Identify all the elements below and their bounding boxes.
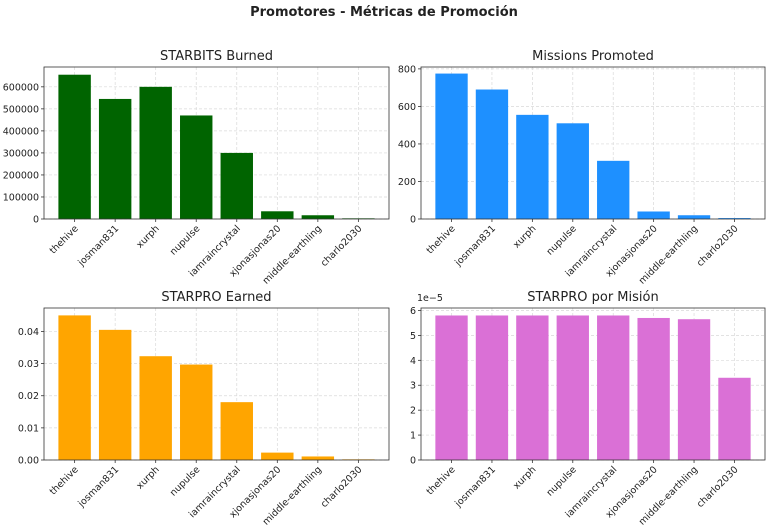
bar-nupulse — [556, 123, 589, 219]
x-tick-label: nupulse — [168, 464, 202, 498]
bar-josman831 — [475, 315, 509, 460]
y-tick-label: 600 — [398, 102, 416, 113]
y-tick-label: 0 — [33, 215, 39, 226]
bar-nupulse — [180, 364, 213, 460]
x-tick-label: nupulse — [545, 223, 579, 257]
bar-xjonasjonas20 — [261, 211, 294, 219]
bar-iamraincrystal — [220, 402, 253, 460]
y-tick-label: 5 — [410, 331, 416, 342]
plot-frame — [420, 66, 766, 220]
bar-thehive — [435, 315, 468, 460]
bar-thehive — [58, 315, 91, 460]
y-tick-label: 0 — [410, 215, 416, 226]
chart-panel-1: STARBITS Burned 0 100000 200000 300000 400000… — [3, 49, 390, 287]
y-tick-label: 400 — [398, 139, 416, 150]
bar-iamraincrystal — [597, 160, 630, 219]
y-tick-label: 200 — [398, 177, 416, 188]
y-tick-label: 0.02 — [18, 391, 39, 402]
bar-iamraincrystal — [597, 315, 630, 460]
x-tick-label: nupulse — [168, 223, 202, 257]
x-tick-label: thehive — [48, 464, 81, 497]
x-tick-label: thehive — [425, 223, 458, 256]
bar-xurph — [139, 86, 172, 220]
bar-josman831 — [475, 89, 509, 219]
bar-xjonasjonas20 — [261, 452, 294, 460]
bar-middle-earthling — [301, 456, 335, 460]
chart-panel-2: Missions Promoted 0 200 400 600 800 thehivejos… — [398, 49, 766, 287]
chart-title: STARPRO por Misión — [527, 290, 658, 305]
x-tick-label: charlo2030 — [319, 464, 365, 510]
bar-middle-earthling — [677, 319, 711, 460]
y-tick-label: 500000 — [3, 104, 39, 115]
x-tick-label: thehive — [48, 223, 81, 256]
chart-title: STARPRO Earned — [161, 290, 271, 305]
x-tick-label: xurph — [135, 223, 162, 250]
x-tick-label: xurph — [511, 223, 538, 250]
y-tick-label: 0.03 — [18, 359, 39, 370]
y-tick-label: 6 — [410, 306, 416, 317]
x-tick-label: charlo2030 — [695, 223, 741, 269]
bar-xurph — [516, 315, 549, 460]
y-tick-label: 0.04 — [18, 327, 39, 338]
bar-nupulse — [556, 315, 589, 460]
x-tick-label: charlo2030 — [319, 223, 365, 269]
bar-thehive — [58, 74, 91, 219]
bar-xurph — [139, 356, 172, 460]
y-tick-label: 100000 — [3, 192, 39, 203]
plot-frame — [420, 307, 766, 461]
axis-offset-label: 1e−5 — [417, 293, 443, 304]
bar-middle-earthling — [677, 215, 711, 219]
y-tick-label: 1 — [410, 431, 416, 442]
plot-frame — [43, 66, 390, 220]
bar-nupulse — [180, 115, 213, 219]
y-tick-label: 300000 — [3, 148, 39, 159]
y-tick-label: 200000 — [3, 170, 39, 181]
y-tick-label: 0.00 — [18, 456, 39, 467]
x-tick-label: xurph — [135, 464, 162, 491]
bar-iamraincrystal — [220, 152, 253, 219]
chart-panel-4: STARPRO por Misión 0 1 2 3 4 5 6 thehivejosman83… — [410, 290, 766, 528]
bar-charlo2030 — [718, 218, 751, 219]
x-tick-label: josman831 — [76, 223, 122, 269]
y-tick-label: 400000 — [3, 126, 39, 137]
figure-title: Promotores - Métricas de Promoción — [250, 5, 518, 20]
bar-charlo2030 — [718, 377, 751, 460]
bar-middle-earthling — [301, 215, 335, 219]
x-tick-label: josman831 — [452, 223, 498, 269]
y-tick-label: 2 — [410, 406, 416, 417]
x-tick-label: josman831 — [76, 464, 122, 510]
x-tick-label: xurph — [511, 464, 538, 491]
plot-frame — [43, 307, 390, 461]
y-tick-label: 0.01 — [18, 423, 39, 434]
bar-thehive — [435, 73, 468, 219]
y-tick-label: 0 — [410, 456, 416, 467]
bar-xjonasjonas20 — [637, 317, 670, 460]
y-tick-label: 4 — [410, 356, 416, 367]
y-tick-label: 600000 — [3, 82, 39, 93]
bar-xurph — [516, 114, 549, 219]
bar-xjonasjonas20 — [637, 211, 670, 219]
bar-josman831 — [98, 98, 132, 219]
x-tick-label: nupulse — [545, 464, 579, 498]
chart-title: STARBITS Burned — [160, 49, 273, 64]
x-tick-label: josman831 — [452, 464, 498, 510]
y-tick-label: 3 — [410, 381, 416, 392]
x-tick-label: charlo2030 — [695, 464, 741, 510]
bar-josman831 — [98, 329, 132, 460]
chart-panel-3: STARPRO Earned 0.00 0.01 0.02 0.03 0.04 thehiv… — [18, 290, 390, 528]
x-tick-label: thehive — [425, 464, 458, 497]
chart-title: Missions Promoted — [532, 49, 654, 64]
y-tick-label: 800 — [398, 64, 416, 75]
